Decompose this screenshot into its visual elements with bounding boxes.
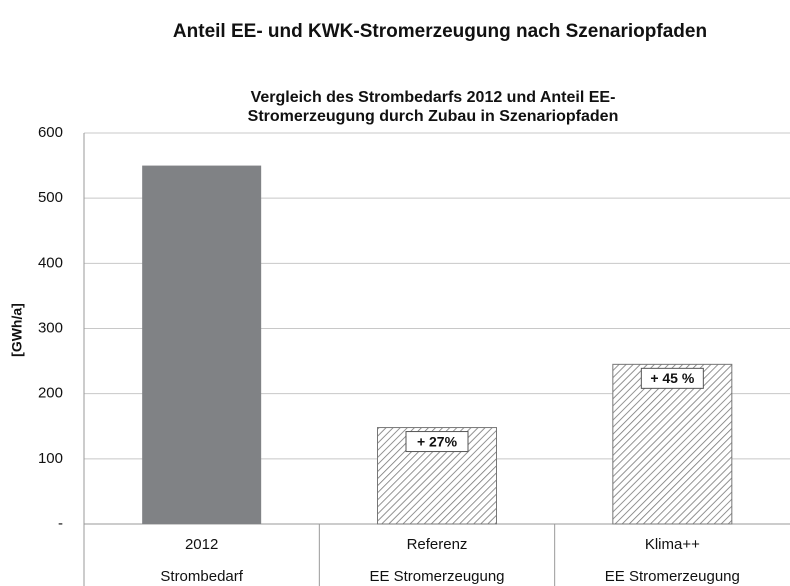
y-tick-label: - (58, 515, 63, 532)
x-tick-label: 2012 (185, 536, 218, 553)
chart-title: Vergleich des Strombedarfs 2012 und Ante… (251, 89, 616, 106)
bar (612, 363, 733, 525)
page-title: Anteil EE- und KWK-Stromerzeugung nach S… (173, 21, 707, 42)
x-tick-label: Referenz (407, 536, 468, 553)
y-tick-label: 100 (38, 450, 63, 467)
y-tick-label: 600 (38, 124, 63, 141)
annotation-box (640, 367, 704, 389)
y-axis-label: [GWh/a] (9, 303, 25, 357)
x-tick-label: EE Stromerzeugung (369, 568, 504, 585)
y-tick-label: 200 (38, 385, 63, 402)
bar (142, 165, 262, 525)
x-tick-label: Strombedarf (160, 568, 243, 585)
x-tick-label: EE Stromerzeugung (605, 568, 740, 585)
y-tick-label: 300 (38, 319, 63, 336)
x-tick-label: Klima++ (645, 536, 700, 553)
y-tick-label: 500 (38, 189, 63, 206)
annotation-box (405, 431, 469, 453)
annotation: + 27% (417, 433, 458, 449)
chart-title: Stromerzeugung durch Zubau in Szenariopf… (248, 108, 619, 125)
annotation: + 45 % (650, 370, 695, 386)
y-tick-label: 400 (38, 254, 63, 271)
